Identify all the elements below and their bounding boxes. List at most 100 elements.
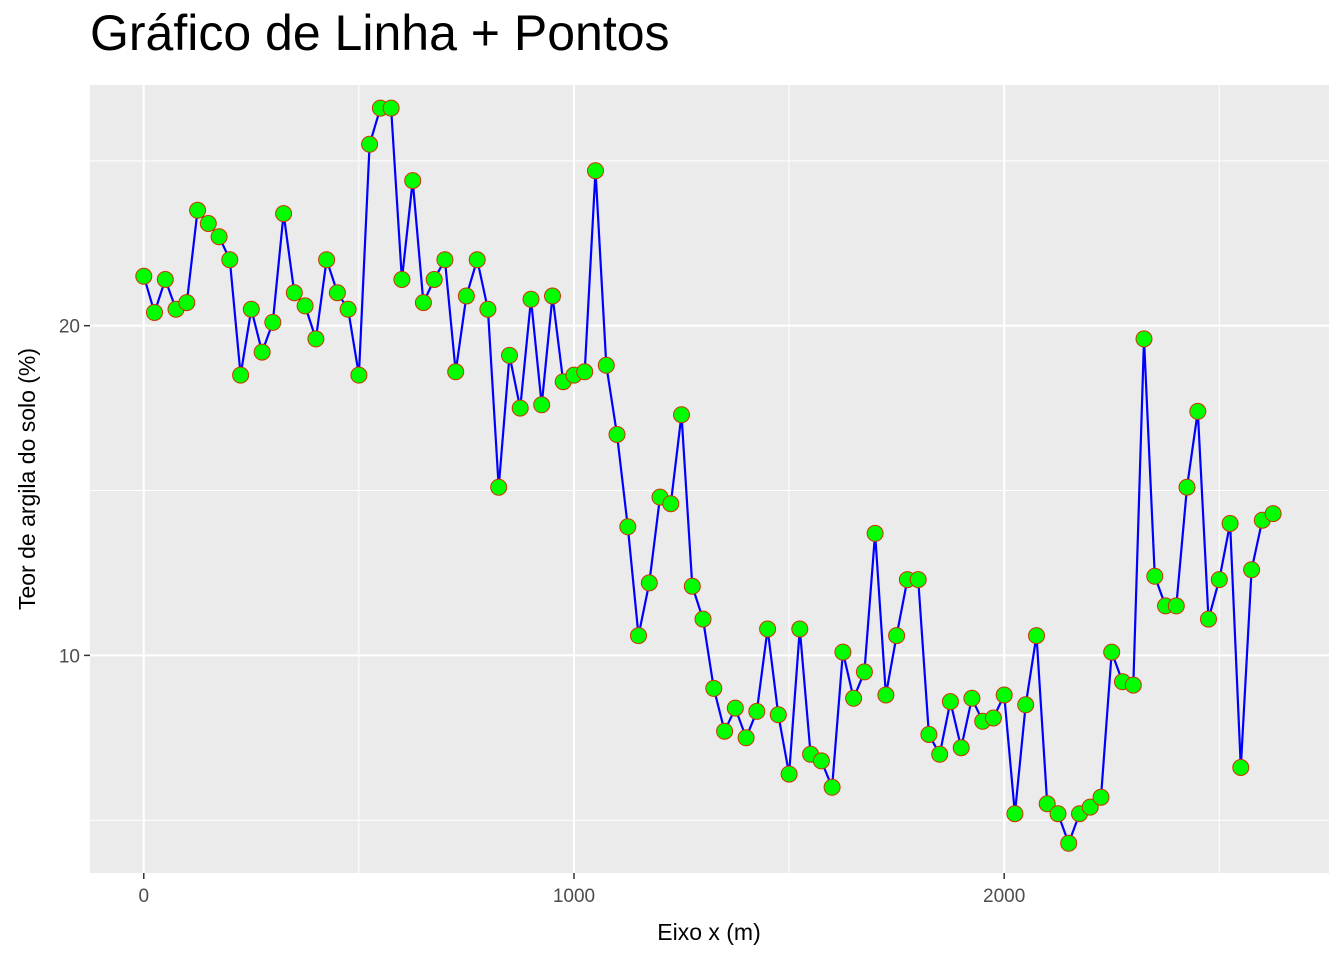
data-point [952,739,970,757]
data-point [242,300,260,318]
data-point [619,518,637,536]
data-point [834,643,852,661]
data-point [963,689,981,707]
data-point [812,752,830,770]
data-point [1103,643,1121,661]
data-point [941,693,959,711]
data-point [866,524,884,542]
data-point [1189,402,1207,420]
data-point [1178,478,1196,496]
y-tick-label: 20 [59,317,80,338]
y-tick-label: 10 [59,646,80,667]
data-point [382,99,400,117]
data-point [1135,330,1153,348]
data-point [189,201,207,219]
data-point [361,135,379,153]
data-point [146,304,163,321]
data-point [1243,561,1261,579]
data-point [737,729,755,747]
x-axis-ticks: 0 1000 2000 [138,873,1025,907]
data-point [845,689,863,707]
data-point [630,627,647,645]
data-point [931,745,949,763]
data-point [576,363,594,381]
data-point [511,399,529,417]
data-point [522,290,540,308]
data-point [285,284,303,302]
data-point [1038,795,1056,813]
data-point [1167,597,1185,615]
data-point [877,686,895,704]
data-point [178,294,196,312]
plot-panel [90,85,1329,873]
data-point [436,251,454,269]
data-point [350,366,368,384]
data-point [425,271,443,288]
data-point [909,571,927,589]
data-point [490,478,508,496]
data-point [1049,805,1067,823]
data-point [1200,610,1217,628]
x-axis-title: Eixo x (m) [657,919,761,945]
data-point [694,610,712,628]
data-point [780,765,798,783]
data-point [1028,627,1045,645]
data-point [210,228,228,246]
data-point [328,284,346,302]
data-point [135,267,153,285]
data-point [501,346,518,364]
data-point [673,406,690,424]
data-point [307,330,325,348]
data-point [587,162,604,180]
data-point [726,699,744,717]
data-point [888,627,906,645]
y-axis-ticks: 10 20 [59,317,90,667]
data-point [275,205,293,223]
data-point [984,709,1002,727]
data-point [716,722,734,740]
data-point [296,297,314,315]
data-point [920,726,938,743]
data-point [608,426,626,443]
data-points [135,99,1282,852]
data-point [533,396,551,414]
minor-gridlines [90,85,1329,873]
data-point [468,251,486,269]
data-point [791,620,809,638]
data-point [1092,788,1110,806]
x-tick-label: 2000 [983,886,1025,907]
data-point [597,356,615,374]
chart-title: Gráfico de Linha + Pontos [90,5,670,61]
data-point [318,251,336,269]
y-axis-title: Teor de argila do solo (%) [14,348,40,610]
data-point [1017,696,1035,714]
x-tick-label: 1000 [553,886,595,907]
data-point [1221,515,1239,532]
data-point [1264,505,1282,523]
data-point [1006,805,1024,823]
data-point [393,271,411,288]
data-point [995,686,1013,704]
data-point [855,663,873,681]
data-point [221,251,239,269]
data-point [1210,571,1228,589]
data-point [253,343,271,361]
data-point [457,287,475,305]
data-point [1146,567,1164,585]
data-point [1060,834,1078,852]
data-point [414,294,432,312]
data-point [404,172,422,190]
data-point [479,300,497,318]
data-point [748,702,766,720]
data-point [640,574,658,592]
data-point [156,271,174,288]
data-point [759,620,777,638]
data-point [232,366,250,384]
data-point [683,577,701,595]
data-point [339,300,357,318]
data-point [1232,759,1250,776]
data-point [544,287,561,305]
data-point [264,313,282,331]
data-point [705,679,723,697]
